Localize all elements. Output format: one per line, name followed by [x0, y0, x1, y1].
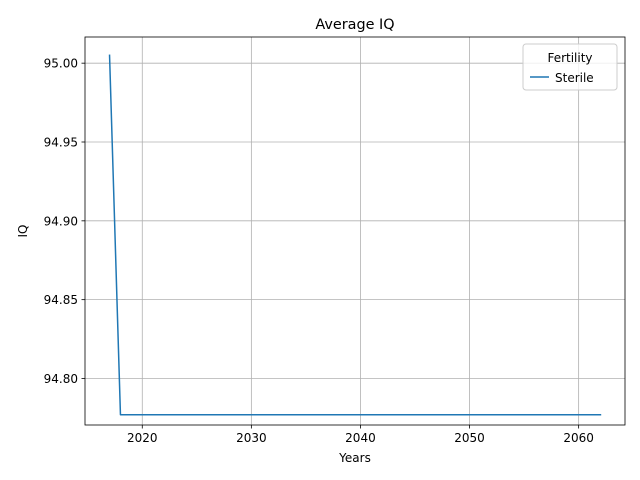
x-tick-label: 2020 — [127, 431, 158, 445]
y-tick-label: 94.95 — [44, 136, 78, 150]
chart-title: Average IQ — [315, 17, 394, 33]
y-tick-label: 95.00 — [44, 57, 78, 71]
x-tick-label: 2050 — [454, 431, 485, 445]
x-tick-label: 2030 — [236, 431, 267, 445]
y-axis-label: IQ — [16, 225, 30, 238]
y-tick-label: 94.80 — [44, 372, 78, 386]
y-tick-label: 94.90 — [44, 214, 78, 228]
legend-entry-sterile: Sterile — [555, 71, 594, 85]
x-tick-label: 2040 — [345, 431, 376, 445]
x-tick-label: 2060 — [563, 431, 594, 445]
x-axis-label: Years — [338, 451, 371, 465]
y-tick-label: 94.85 — [44, 293, 78, 307]
legend-title: Fertility — [547, 51, 592, 65]
legend: Fertility Sterile — [523, 44, 617, 90]
